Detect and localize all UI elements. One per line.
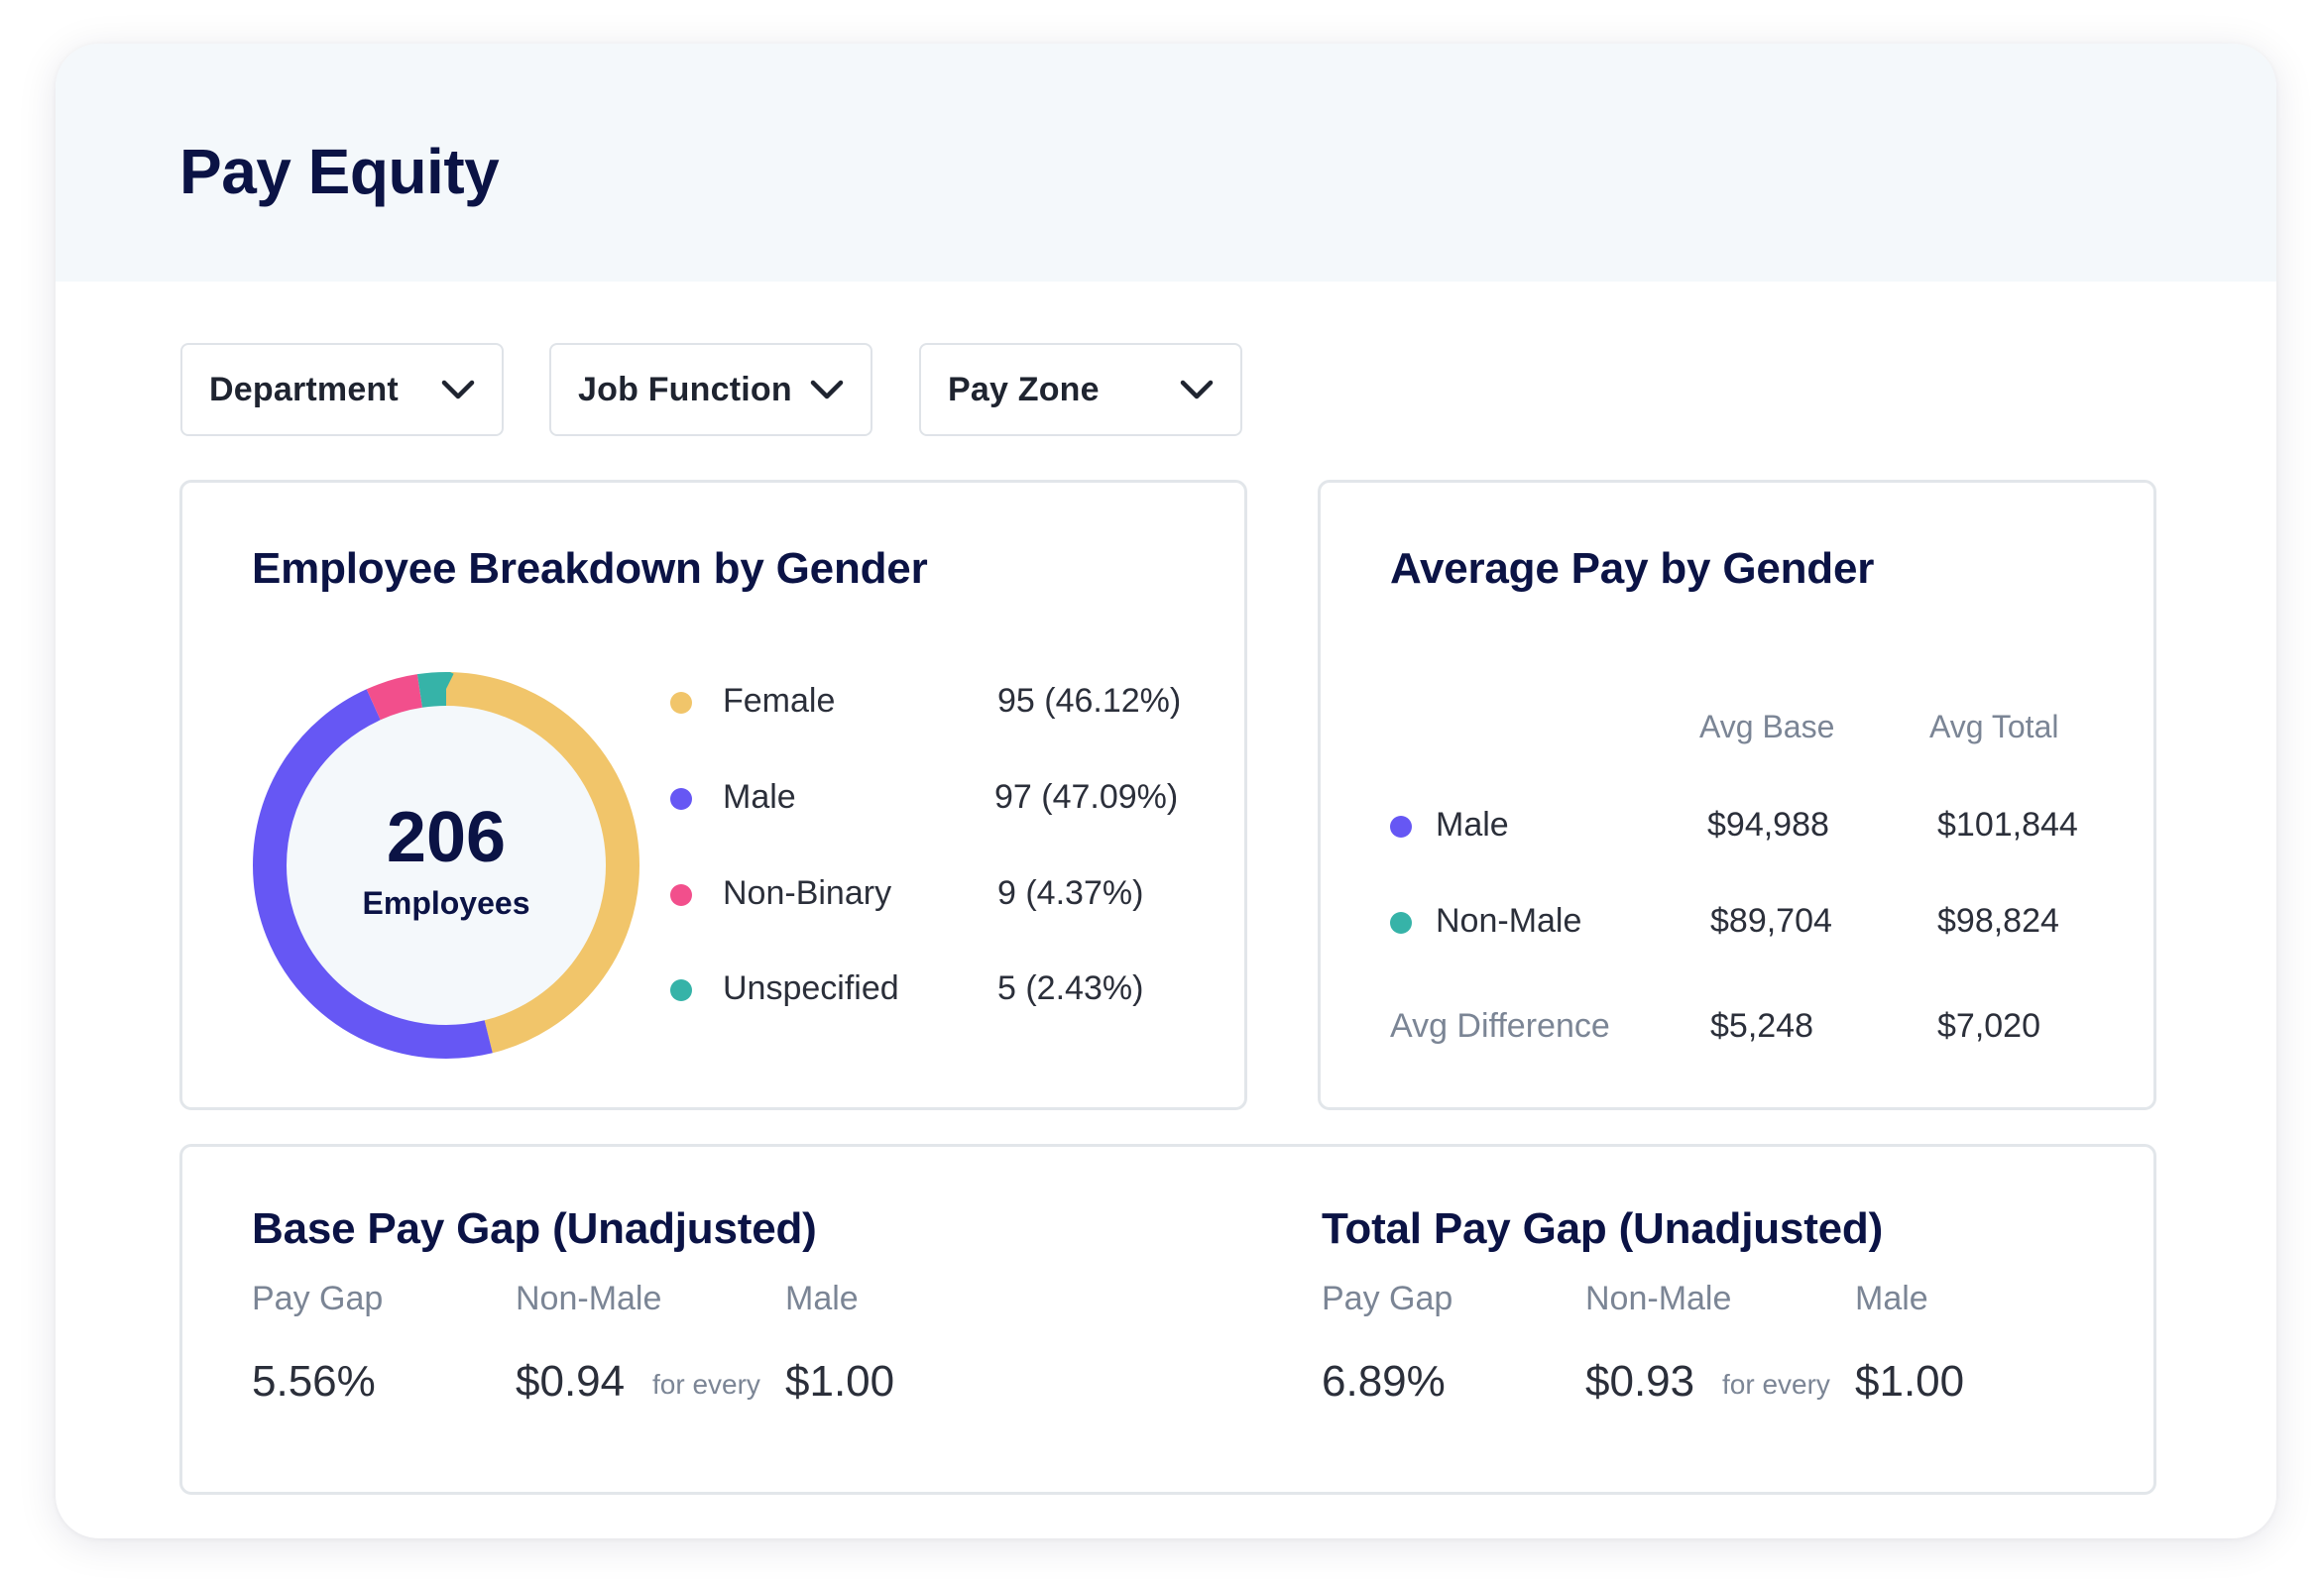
pay-zone-dropdown[interactable]: Pay Zone: [919, 343, 1242, 436]
legend-dot-female: [670, 692, 692, 714]
legend-item-unspecified: Unspecified 5 (2.43%): [182, 963, 1244, 1013]
base-male-label: Male: [785, 1280, 859, 1317]
chevron-down-icon: [441, 380, 475, 399]
employee-breakdown-title: Employee Breakdown by Gender: [252, 544, 928, 593]
avg-difference-total: $7,020: [1937, 1007, 2040, 1045]
avg-difference-label: Avg Difference: [1390, 1007, 1610, 1045]
avg-pay-label-non-male: Non-Male: [1436, 902, 1582, 940]
legend-dot-non-binary: [670, 884, 692, 906]
donut-svg: [253, 672, 639, 1059]
column-header-avg-base: Avg Base: [1699, 709, 1835, 744]
avg-pay-row-male: Male $94,988 $101,844: [1321, 800, 2153, 849]
job-function-dropdown[interactable]: Job Function: [549, 343, 872, 436]
base-non-male-value: $0.94: [516, 1357, 626, 1406]
avg-pay-base-non-male: $89,704: [1710, 902, 1832, 940]
gender-donut-chart: 206 Employees: [250, 669, 642, 1062]
avg-pay-dot-non-male: [1390, 912, 1412, 934]
total-non-male-value: $0.93: [1585, 1357, 1695, 1406]
legend-label-non-binary: Non-Binary: [723, 874, 892, 912]
pay-equity-card: Pay Equity Department Job Function Pay Z…: [56, 44, 2276, 1538]
avg-difference-base: $5,248: [1710, 1007, 1813, 1045]
legend-value-unspecified: 5 (2.43%): [997, 969, 1144, 1007]
avg-pay-row-difference: Avg Difference $5,248 $7,020: [1321, 1001, 2153, 1051]
pay-zone-dropdown-label: Pay Zone: [948, 370, 1100, 408]
average-pay-panel: Average Pay by Gender Avg Base Avg Total…: [1318, 480, 2156, 1110]
avg-pay-dot-male: [1390, 816, 1412, 838]
chevron-down-icon: [810, 380, 844, 399]
base-pay-gap-section: Base Pay Gap (Unadjusted) Pay Gap Non-Ma…: [182, 1147, 1168, 1492]
legend-item-male: Male 97 (47.09%): [182, 772, 1244, 822]
legend-value-male: 97 (47.09%): [994, 778, 1179, 816]
total-pay-gap-title: Total Pay Gap (Unadjusted): [1322, 1204, 1884, 1253]
donut-segment-male: [253, 672, 639, 1059]
avg-pay-row-non-male: Non-Male $89,704 $98,824: [1321, 896, 2153, 946]
base-pay-gap-value: 5.56%: [252, 1357, 376, 1406]
base-non-male-label: Non-Male: [516, 1280, 662, 1317]
total-pay-gap-section: Total Pay Gap (Unadjusted) Pay Gap Non-M…: [1252, 1147, 2105, 1492]
donut-segment-unspecified: [253, 672, 639, 1059]
total-non-male-label: Non-Male: [1585, 1280, 1732, 1317]
base-pay-gap-label: Pay Gap: [252, 1280, 384, 1317]
base-pay-gap-title: Base Pay Gap (Unadjusted): [252, 1204, 817, 1253]
gender-legend: Female 95 (46.12%) Male 97 (47.09%) Non-…: [182, 483, 1244, 1107]
page-title: Pay Equity: [179, 136, 500, 207]
legend-value-female: 95 (46.12%): [997, 682, 1182, 720]
column-header-avg-total: Avg Total: [1929, 709, 2059, 744]
base-male-value: $1.00: [785, 1357, 895, 1406]
legend-dot-male: [670, 788, 692, 810]
total-for-every-text: for every: [1722, 1369, 1830, 1400]
employee-total: 206: [386, 797, 507, 877]
legend-label-male: Male: [723, 778, 796, 816]
total-male-label: Male: [1855, 1280, 1928, 1317]
legend-label-unspecified: Unspecified: [723, 969, 899, 1007]
chevron-down-icon: [1180, 380, 1214, 399]
legend-item-female: Female 95 (46.12%): [182, 676, 1244, 726]
avg-pay-total-non-male: $98,824: [1937, 902, 2059, 940]
total-male-value: $1.00: [1855, 1357, 1965, 1406]
legend-item-non-binary: Non-Binary 9 (4.37%): [182, 868, 1244, 918]
legend-dot-unspecified: [670, 979, 692, 1001]
legend-label-female: Female: [723, 682, 836, 720]
average-pay-title: Average Pay by Gender: [1390, 544, 1875, 593]
avg-pay-base-male: $94,988: [1707, 806, 1829, 844]
employee-total-label: Employees: [362, 884, 530, 921]
employee-breakdown-panel: Employee Breakdown by Gender 206 Employe…: [179, 480, 1247, 1110]
avg-pay-total-male: $101,844: [1937, 806, 2078, 844]
donut-center-fill: [284, 703, 609, 1028]
job-function-dropdown-label: Job Function: [578, 370, 792, 408]
pay-gap-panel: Base Pay Gap (Unadjusted) Pay Gap Non-Ma…: [179, 1144, 2156, 1495]
total-pay-gap-label: Pay Gap: [1322, 1280, 1453, 1317]
avg-pay-label-male: Male: [1436, 806, 1509, 844]
department-dropdown[interactable]: Department: [180, 343, 504, 436]
total-pay-gap-value: 6.89%: [1322, 1357, 1446, 1406]
donut-center: 206 Employees: [250, 669, 642, 1062]
legend-value-non-binary: 9 (4.37%): [997, 874, 1144, 912]
base-for-every-text: for every: [652, 1369, 760, 1400]
page-header: Pay Equity: [56, 44, 2276, 282]
department-dropdown-label: Department: [209, 370, 399, 408]
